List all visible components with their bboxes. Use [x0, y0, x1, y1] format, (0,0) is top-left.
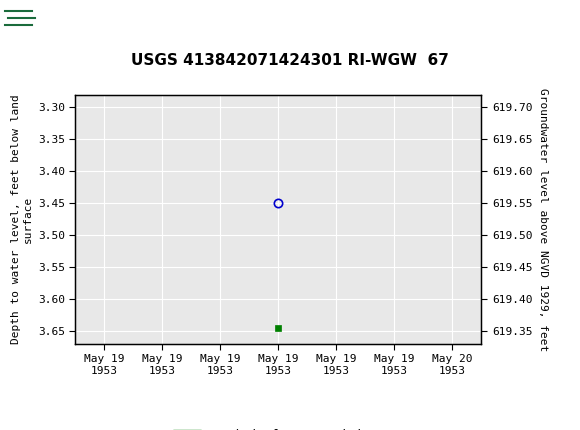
- Y-axis label: Groundwater level above NGVD 1929, feet: Groundwater level above NGVD 1929, feet: [538, 88, 548, 351]
- Bar: [3, 3, 61, 38]
- Text: USGS: USGS: [67, 9, 139, 32]
- Y-axis label: Depth to water level, feet below land
surface: Depth to water level, feet below land su…: [11, 95, 32, 344]
- Text: USGS 413842071424301 RI-WGW  67: USGS 413842071424301 RI-WGW 67: [131, 53, 449, 68]
